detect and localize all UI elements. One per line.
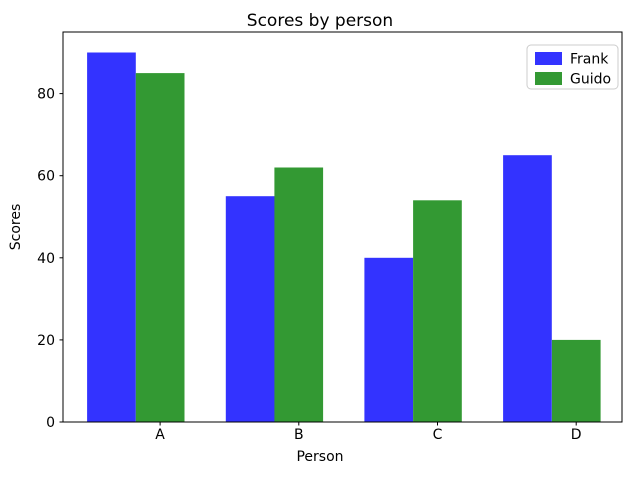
bar-guido-a xyxy=(135,73,185,422)
axes-frame xyxy=(62,31,623,423)
bar-frank-d xyxy=(503,155,552,422)
y-tick-label: 60 xyxy=(37,169,55,185)
bar-frank-a xyxy=(87,52,136,422)
bar-guido-d xyxy=(551,339,601,422)
y-tick-label: 80 xyxy=(37,87,55,103)
x-tick-label-b: B xyxy=(294,427,304,443)
x-tick-label-c: C xyxy=(433,427,443,443)
bar-guido-c xyxy=(413,200,462,422)
y-tick-label: 40 xyxy=(37,251,55,267)
bar-frank-c xyxy=(364,257,414,422)
y-tick-label: 20 xyxy=(37,333,55,349)
legend-swatch-guido xyxy=(535,72,562,85)
legend-label-guido: Guido xyxy=(570,72,611,88)
legend: Frank Guido xyxy=(526,44,619,90)
bars-group xyxy=(87,52,601,422)
x-tick-label-a: A xyxy=(155,427,165,443)
x-axis-label: Person xyxy=(296,449,343,465)
y-axis-ticks: 0 20 40 60 80 xyxy=(37,87,63,431)
chart-title: Scores by person xyxy=(247,11,393,31)
bar-guido-b xyxy=(274,167,324,422)
bar-frank-b xyxy=(225,196,275,422)
y-tick-label: 0 xyxy=(46,415,55,431)
legend-label-frank: Frank xyxy=(570,52,609,68)
x-tick-label-d: D xyxy=(571,427,582,443)
y-axis-label: Scores xyxy=(8,204,24,251)
x-axis-ticks: A B C D xyxy=(155,422,582,443)
legend-swatch-frank xyxy=(535,52,562,65)
